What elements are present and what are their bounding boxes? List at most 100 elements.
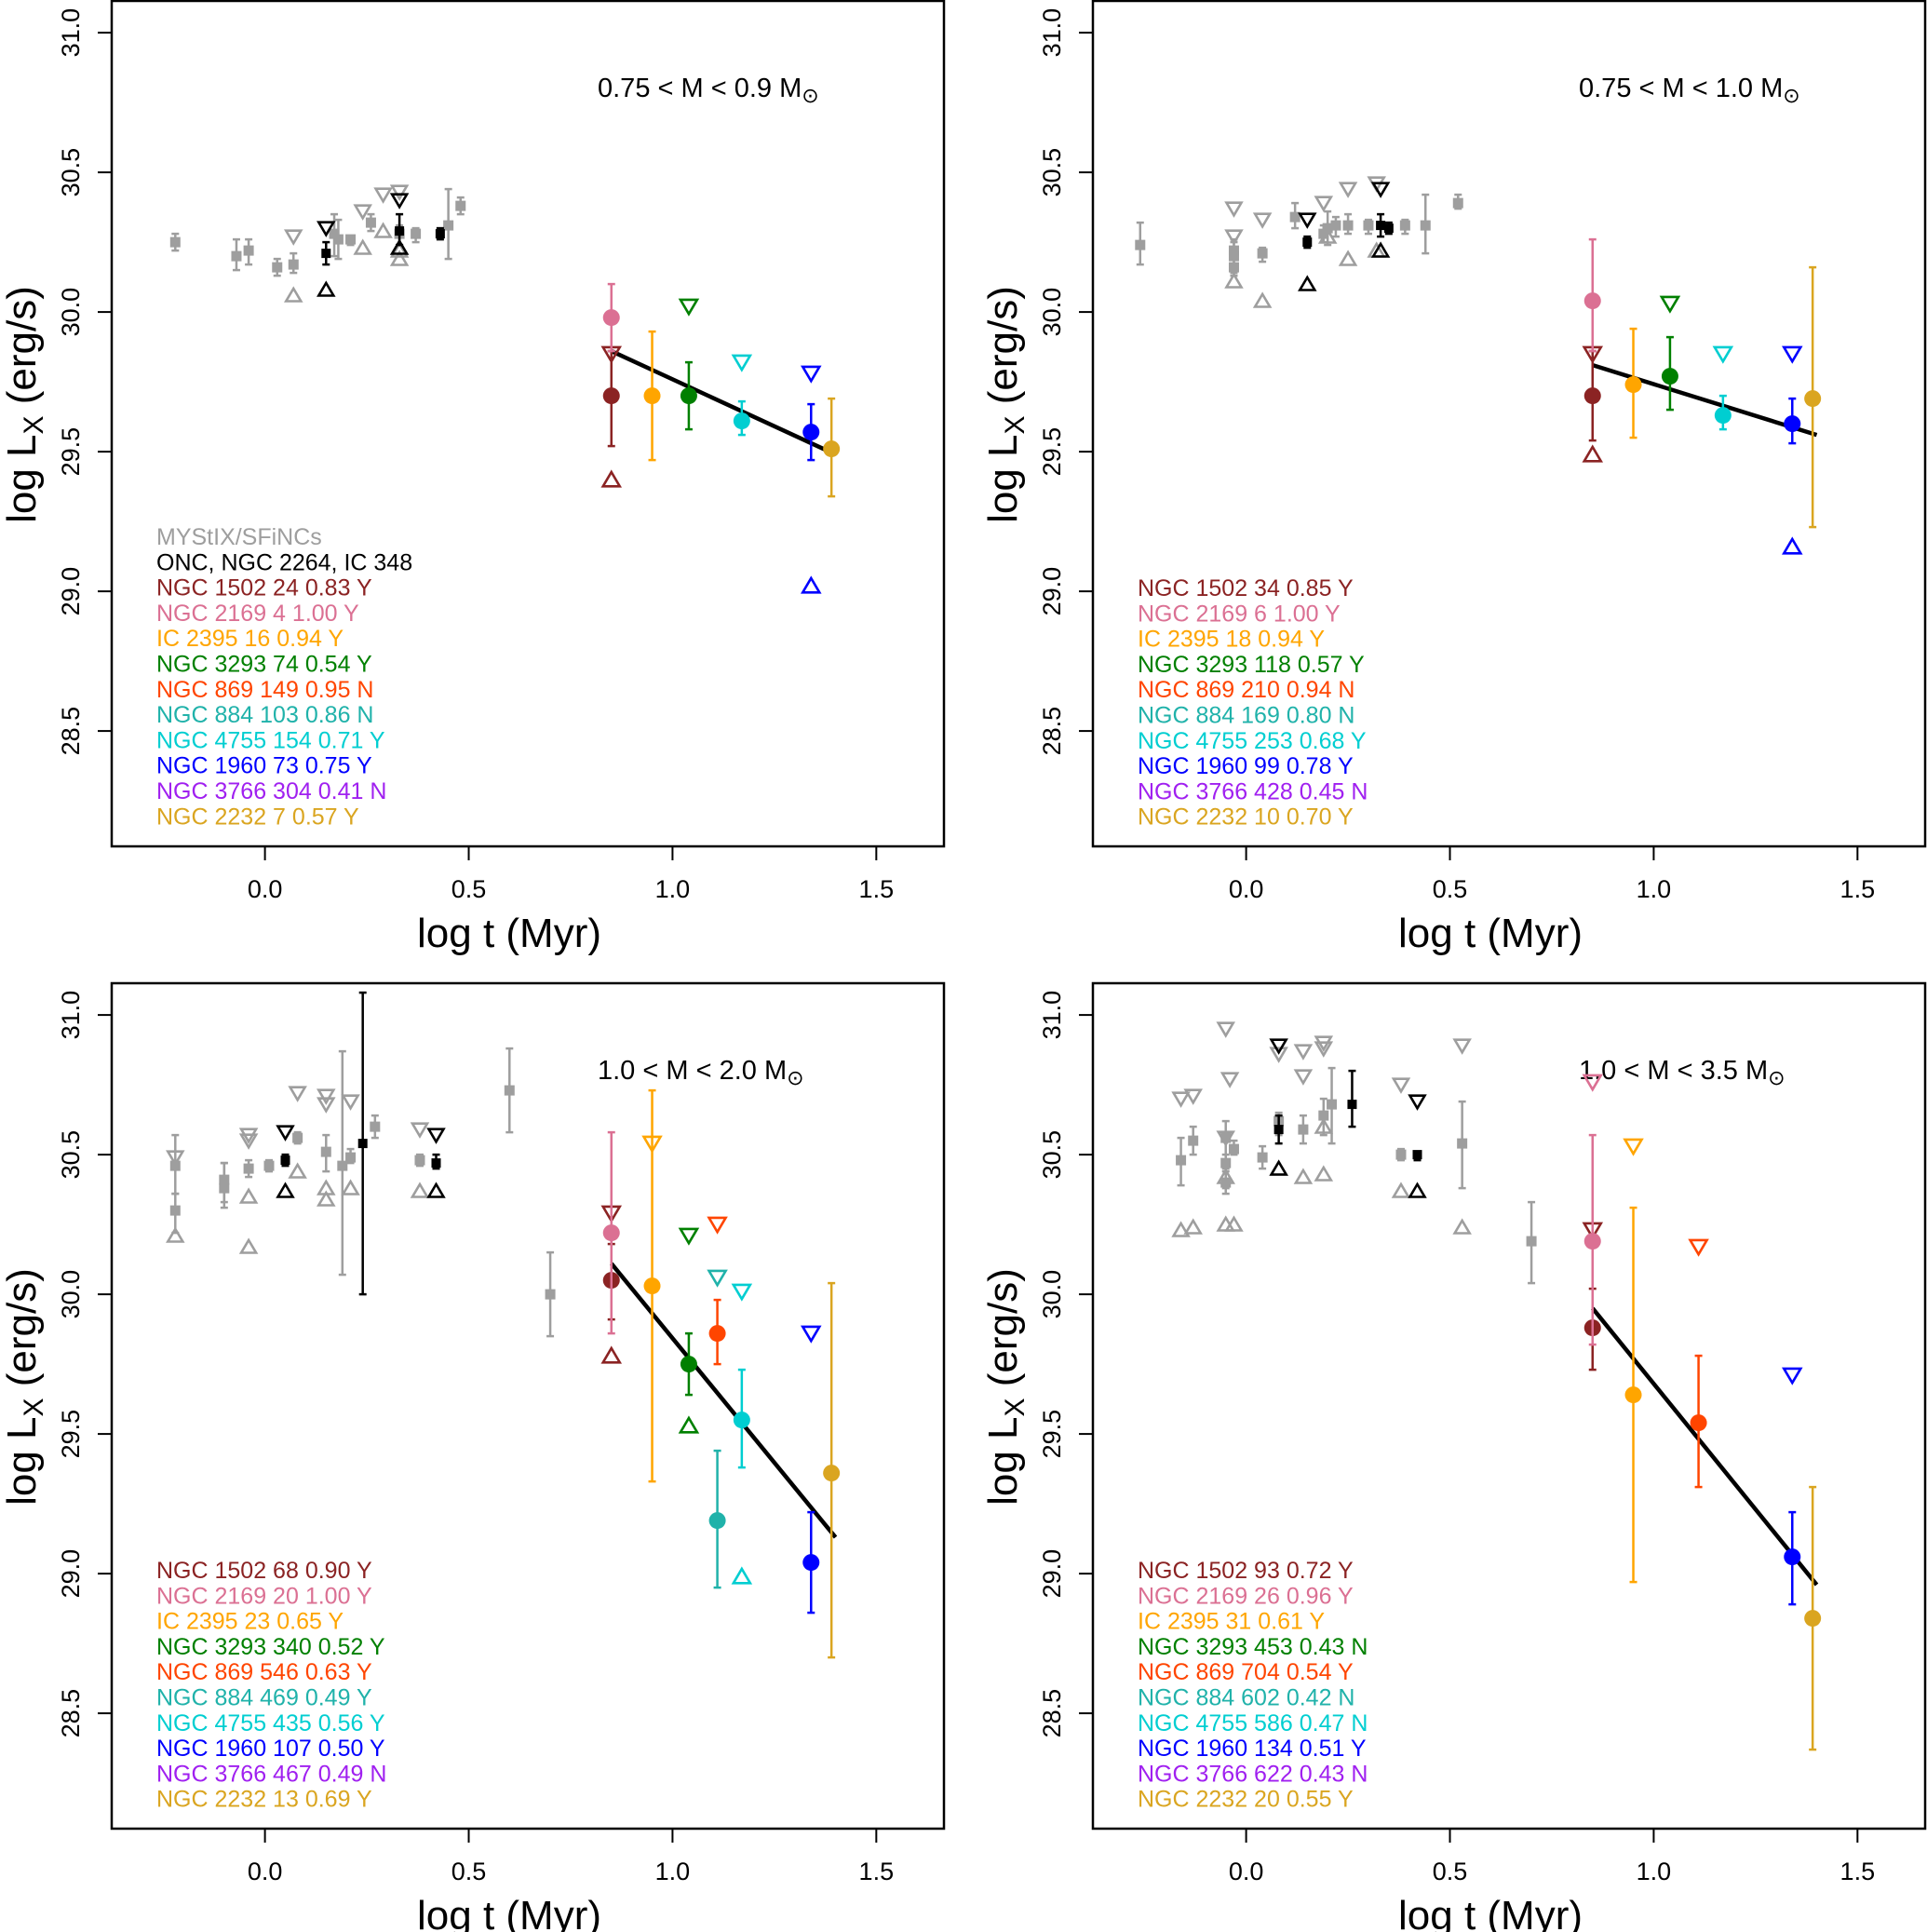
gray-upper-limit	[1293, 1069, 1314, 1086]
y-tick-label: 30.5	[1038, 148, 1066, 197]
gray-upper-limit	[1452, 1038, 1472, 1055]
legend-entry: NGC 2169 6 1.00 Y	[1138, 601, 1341, 627]
cluster-point	[680, 1356, 697, 1373]
gray-lower-limit	[238, 1187, 259, 1204]
y-tick-label: 28.5	[1038, 1689, 1066, 1738]
gray-upper-limit	[1314, 196, 1334, 212]
cluster-upper-limit	[1582, 1074, 1604, 1092]
gray-point	[1298, 1124, 1309, 1135]
y-tick-label: 31.0	[57, 8, 85, 58]
gray-lower-limit	[1391, 1182, 1411, 1198]
legend-entry: NGC 884 602 0.42 N	[1138, 1685, 1354, 1711]
gray-lower-limit	[1252, 291, 1273, 308]
cluster-upper-limit	[1623, 1138, 1644, 1156]
y-tick-label: 31.0	[57, 991, 85, 1040]
gray-point	[1257, 248, 1268, 259]
x-tick-label: 0.5	[1433, 875, 1468, 903]
cluster-upper-limit	[801, 1325, 822, 1344]
cluster-point	[643, 387, 661, 405]
gray-upper-limit	[389, 184, 410, 201]
gray-point	[504, 1085, 515, 1096]
gray-upper-limit	[410, 1122, 430, 1139]
legend-entry: NGC 1960 107 0.50 Y	[156, 1736, 385, 1762]
black-upper-limit	[426, 1128, 446, 1144]
gray-point	[1399, 220, 1410, 231]
black-lower-limit	[1298, 275, 1317, 291]
cluster-point	[802, 1554, 820, 1572]
x-tick-label: 1.5	[1840, 1858, 1876, 1885]
y-axis-title: log LX (erg/s)	[0, 1268, 49, 1506]
gray-upper-limit	[1224, 201, 1244, 218]
panel-1: 0.0 0.5 1.0 1.5 28.5 29.0 29.5 30.0 30.5 31.0 log …	[0, 0, 946, 956]
legend-entry: NGC 869 149 0.95 N	[156, 677, 373, 703]
gray-point	[1395, 1149, 1407, 1160]
y-tick-label: 29.0	[57, 1549, 85, 1599]
plot-frame	[110, 0, 946, 848]
cluster-upper-limit	[1659, 295, 1681, 314]
cluster-point	[823, 1465, 841, 1482]
gray-point	[169, 236, 181, 248]
cluster-lower-limit	[1782, 536, 1803, 555]
y-tick-label: 29.5	[57, 1410, 85, 1459]
gray-lower-limit	[1171, 1221, 1191, 1237]
y-tick-label: 30.0	[1038, 1270, 1066, 1319]
x-tick-label: 0.5	[451, 875, 487, 903]
gray-lower-limit	[1293, 1168, 1314, 1184]
x-tick-label: 1.5	[859, 1858, 895, 1885]
gray-point	[329, 228, 340, 239]
y-tick-label: 30.0	[57, 1270, 85, 1319]
gray-lower-limit	[288, 1162, 307, 1179]
gray-point	[1289, 211, 1300, 223]
legend-entry: NGC 2232 13 0.69 Y	[156, 1787, 372, 1813]
black-lower-limit	[1408, 1182, 1427, 1198]
cluster-lower-limit	[600, 1345, 623, 1364]
black-upper-limit	[317, 221, 336, 237]
gray-point	[455, 200, 466, 211]
gray-point	[1176, 1155, 1187, 1166]
x-axis-title: log t (Myr)	[417, 911, 601, 956]
legend-entry: NGC 884 169 0.80 N	[1138, 703, 1354, 729]
legend-entry: NGC 869 546 0.63 Y	[156, 1659, 372, 1685]
gray-upper-limit	[1216, 1021, 1235, 1038]
panel-title: 0.75 < M < 0.9 M⊙	[598, 74, 819, 107]
plot-frame	[1091, 0, 1927, 848]
legend-entry: NGC 2232 10 0.70 Y	[1138, 804, 1354, 831]
gray-point	[1452, 197, 1463, 209]
x-tick-label: 0.0	[248, 875, 283, 903]
legend-entry: NGC 1502 34 0.85 Y	[1138, 575, 1354, 601]
gray-upper-limit	[317, 1097, 336, 1114]
legend-entry: NGC 3293 74 0.54 Y	[156, 652, 372, 678]
gray-point	[1257, 1152, 1268, 1163]
legend-entry: NGC 1502 24 0.83 Y	[156, 575, 372, 601]
x-tick-label: 1.0	[655, 1858, 691, 1885]
x-tick-label: 0.0	[248, 1858, 283, 1885]
black-lower-limit	[1370, 241, 1391, 258]
black-point	[1376, 221, 1386, 231]
gray-point	[1457, 1138, 1468, 1149]
gray-lower-limit	[166, 1226, 185, 1243]
black-upper-limit	[1298, 212, 1317, 229]
x-tick-label: 0.5	[451, 1858, 487, 1885]
cluster-point	[1583, 1233, 1601, 1250]
legend-entry: NGC 1960 99 0.78 Y	[1138, 753, 1354, 779]
gray-upper-limit	[353, 204, 372, 221]
cluster-upper-limit	[678, 298, 700, 317]
gray-point	[1188, 1135, 1199, 1146]
gray-upper-limit	[1314, 1041, 1334, 1058]
fit-line	[610, 349, 837, 457]
legend-entry: NGC 3766 428 0.45 N	[1138, 778, 1368, 804]
gray-point	[243, 245, 254, 256]
gray-upper-limit	[1252, 212, 1273, 229]
cluster-point	[708, 1512, 726, 1530]
gray-upper-limit	[166, 1150, 185, 1167]
gray-point	[414, 1155, 425, 1166]
x-tick-label: 1.0	[1637, 1858, 1672, 1885]
gray-point	[1318, 228, 1329, 239]
legend-entry: NGC 1502 68 0.90 Y	[156, 1558, 372, 1584]
cluster-point	[1804, 1610, 1822, 1628]
y-tick-label: 29.0	[57, 567, 85, 616]
gray-upper-limit	[1224, 229, 1244, 246]
cluster-point	[733, 412, 750, 430]
black-lower-limit	[389, 238, 410, 255]
